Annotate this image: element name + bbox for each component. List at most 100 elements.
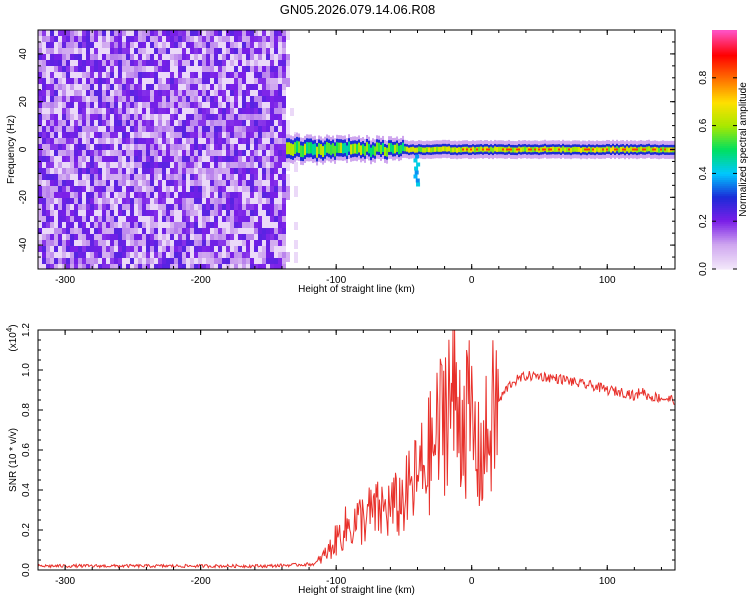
spectrogram-cell <box>42 204 46 213</box>
spectrogram-cell <box>186 84 190 92</box>
spectrogram-cell <box>186 192 190 200</box>
spectrogram-cell <box>98 108 102 115</box>
spectrogram-cell <box>520 147 523 153</box>
spectrogram-cell <box>78 132 82 140</box>
spectrogram-cell <box>154 168 158 174</box>
spectrogram-cell <box>198 132 202 142</box>
spectrogram-cell <box>266 78 270 86</box>
colorbar-segment <box>712 141 737 145</box>
spectrogram-cell <box>150 156 154 164</box>
snr-frame <box>37 329 676 571</box>
snr-y-tick-label: 0.8 <box>21 403 32 417</box>
spectrogram-cell <box>270 222 274 230</box>
spectrogram-cell <box>210 126 214 135</box>
spectrogram-cell <box>270 156 274 164</box>
spectrogram-cell <box>66 222 70 230</box>
spectrogram-cell <box>602 148 605 151</box>
spectrogram-cell <box>114 132 118 141</box>
spectrogram-cell <box>258 246 262 253</box>
spectrogram-cell <box>86 234 90 240</box>
spectrogram-cell <box>158 198 162 209</box>
spectrogram-cell <box>86 168 90 177</box>
spectrogram-cell <box>206 222 210 231</box>
spectrogram-cell <box>38 258 42 265</box>
spectrogram-cell <box>310 142 313 154</box>
spectrogram-cell <box>62 240 66 250</box>
spectrogram-cell <box>130 36 134 43</box>
spectrogram-cell <box>46 228 50 239</box>
spectrogram-cell <box>90 36 94 44</box>
spectrogram-cell <box>508 148 511 151</box>
spectrogram-cell <box>214 108 218 114</box>
spectrogram-cell <box>222 30 226 38</box>
spectrogram-cell <box>178 78 182 88</box>
spectrogram-cell <box>166 168 170 176</box>
spectrogram-cell <box>186 258 190 269</box>
spectrogram-cell <box>58 258 62 267</box>
spectrogram-cell <box>62 48 66 58</box>
spectrogram-cell <box>242 144 246 152</box>
spectrogram-cell <box>210 264 214 269</box>
spectrogram-cell <box>270 150 274 156</box>
spectrogram-cell <box>246 234 250 243</box>
spectrogram-cell <box>414 166 419 171</box>
spectrogram-cell <box>234 66 238 74</box>
spectrogram-cell <box>282 240 286 251</box>
spectrogram-cell <box>190 138 194 145</box>
spectrogram-cell <box>126 222 130 231</box>
spectrogram-cell <box>442 146 445 152</box>
spectrogram-cell <box>90 246 94 254</box>
spectrogram-cell <box>166 210 170 217</box>
spectrogram-cell <box>218 72 222 80</box>
spectrogram-cell <box>194 216 198 226</box>
spectrogram-cell <box>178 96 182 103</box>
spectrogram-cell <box>258 228 262 235</box>
spectrogram-cell <box>234 258 238 269</box>
spectrogram-cell <box>106 264 110 269</box>
spectrogram-cell <box>94 48 98 58</box>
spectrogram-cell <box>54 132 58 138</box>
spectrogram-cell <box>162 66 166 73</box>
spectrogram-cell <box>286 78 290 87</box>
spectrogram-cell <box>42 126 46 134</box>
spectrogram-cell <box>206 258 210 266</box>
spectrogram-cell <box>214 30 218 39</box>
spectrogram-cell <box>262 246 266 256</box>
spectrogram-cell <box>182 96 186 102</box>
spectrogram-cell <box>250 258 254 267</box>
spectrogram-cell <box>202 246 206 254</box>
spectrogram-x-tick-label: 100 <box>599 275 616 286</box>
spectrogram-cell <box>110 66 114 77</box>
spectrogram-cell <box>150 96 154 105</box>
spectrogram-cell <box>234 126 238 135</box>
spectrogram-cell <box>190 252 194 263</box>
spectrogram-cell <box>254 144 258 151</box>
spectrogram-cell <box>608 146 611 152</box>
spectrogram-cell <box>114 96 118 107</box>
spectrogram-cell <box>218 54 222 62</box>
spectrogram-cell <box>62 36 66 47</box>
spectrogram-cell <box>234 162 238 168</box>
spectrogram-cell <box>38 54 42 61</box>
spectrogram-cell <box>50 150 54 156</box>
spectrogram-cell <box>134 180 138 187</box>
spectrogram-cell <box>86 144 90 155</box>
spectrogram-cell <box>86 264 90 269</box>
spectrogram-cell <box>70 264 74 269</box>
spectrogram-cell <box>126 84 130 94</box>
spectrogram-cell <box>282 72 286 83</box>
spectrogram-cell <box>360 145 363 156</box>
spectrogram-cell <box>186 150 190 161</box>
spectrogram-cell <box>42 48 46 56</box>
spectrogram-cell <box>78 150 82 159</box>
spectrogram-cell <box>238 102 242 109</box>
spectrogram-cell <box>214 180 218 186</box>
spectrogram-cell <box>262 120 266 129</box>
spectrogram-cell <box>126 192 130 202</box>
spectrogram-cell <box>250 54 254 62</box>
spectrogram-cell <box>166 120 170 130</box>
spectrogram-cell <box>158 174 162 183</box>
spectrogram-cell <box>158 240 162 251</box>
spectrogram-cell <box>266 210 270 220</box>
snr-x-tick-label: 100 <box>599 576 616 587</box>
